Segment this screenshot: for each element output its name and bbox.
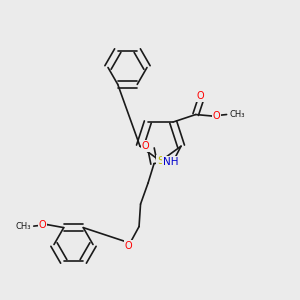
Text: CH₃: CH₃ [230, 110, 245, 119]
Text: O: O [125, 241, 132, 251]
Text: S: S [157, 156, 164, 166]
Text: O: O [212, 111, 220, 121]
Text: NH: NH [164, 157, 179, 167]
Text: O: O [39, 220, 46, 230]
Text: O: O [196, 91, 204, 101]
Text: O: O [142, 141, 149, 151]
Text: CH₃: CH₃ [16, 222, 32, 231]
